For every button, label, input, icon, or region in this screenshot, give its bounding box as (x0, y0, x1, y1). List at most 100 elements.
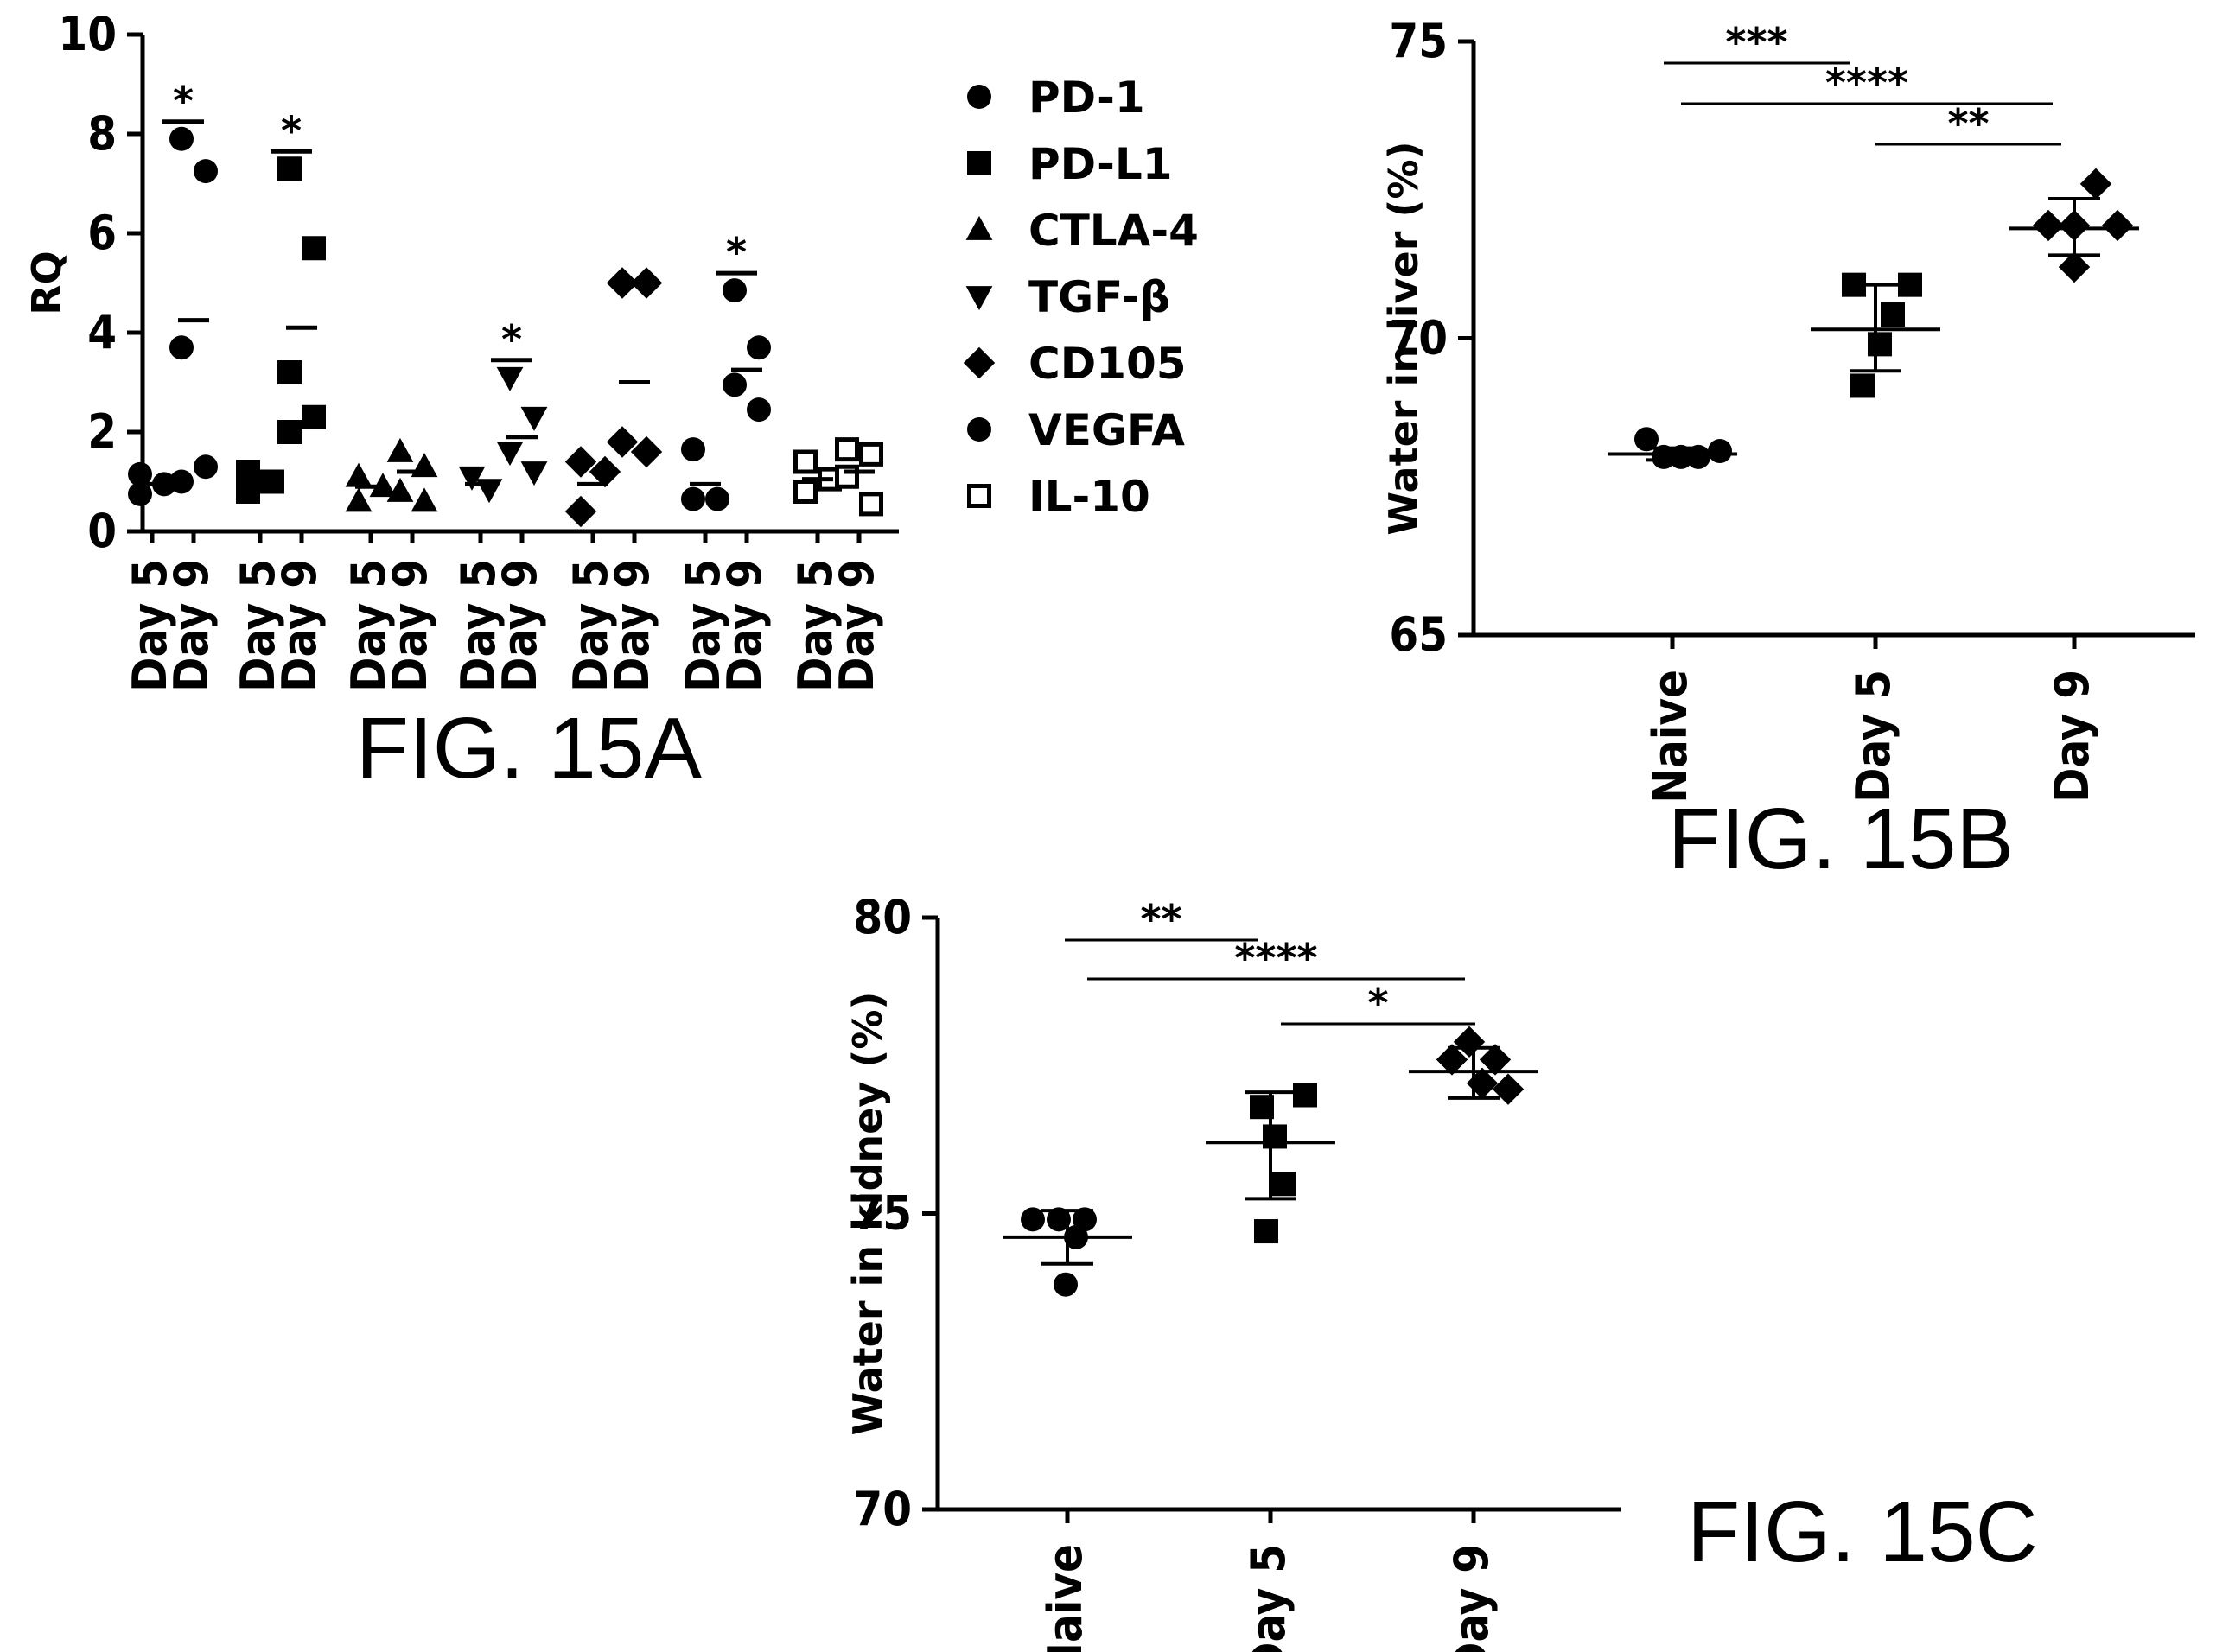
legend-label: CD105 (1028, 339, 1187, 389)
data-point (723, 278, 747, 303)
legend-marker (967, 85, 991, 109)
data-point (859, 492, 883, 517)
legend-label: TGF-β (1028, 272, 1170, 322)
data-point (793, 449, 818, 474)
y-tick-label: 80 (853, 890, 912, 944)
y-tick-label: 8 (87, 106, 117, 161)
data-point (606, 426, 639, 458)
data-point (793, 480, 818, 504)
data-point (345, 462, 373, 487)
series-day-5 (1811, 272, 1940, 398)
y-tick-label: 10 (58, 7, 117, 61)
data-point (1054, 1272, 1078, 1297)
data-point (277, 360, 302, 384)
data-point (2079, 168, 2112, 200)
significance-label: * (726, 229, 747, 276)
series-naive (1003, 1207, 1132, 1297)
significance-label: **** (1825, 60, 1908, 106)
significance-label: *** (1725, 19, 1787, 66)
x-tick-label: Day 9 (830, 559, 884, 692)
data-point (1634, 427, 1659, 452)
data-point (1686, 444, 1710, 469)
data-point (859, 442, 883, 467)
y-tick-label: 65 (1389, 607, 1448, 662)
data-point (1492, 1073, 1525, 1105)
series-naive (1608, 427, 1737, 469)
y-tick-label: 70 (1389, 311, 1448, 365)
data-point (169, 126, 194, 151)
data-point (386, 437, 414, 462)
y-axis-label: RQ (23, 251, 70, 315)
data-point (128, 461, 152, 486)
data-point (169, 335, 194, 360)
x-tick-label: Day 5 (123, 559, 177, 692)
x-tick-label: Day 9 (383, 559, 437, 692)
data-point (411, 487, 438, 512)
data-point (1293, 1083, 1317, 1108)
data-point (277, 420, 302, 444)
x-tick-label: Day 9 (2045, 670, 2099, 803)
x-tick-label: Naive (1643, 670, 1697, 804)
x-tick-label: Day 9 (717, 559, 772, 692)
x-tick-label: Day 5 (231, 559, 285, 692)
x-tick-label: Day 5 (788, 559, 843, 692)
data-point (2032, 209, 2065, 242)
y-tick-label: 4 (87, 305, 117, 359)
significance-label: **** (1234, 935, 1317, 982)
data-point (386, 477, 414, 502)
data-point (630, 267, 663, 299)
x-tick-label: Day 9 (164, 559, 219, 692)
y-tick-label: 75 (1389, 14, 1448, 68)
significance-label: ** (1140, 896, 1181, 943)
data-point (681, 486, 705, 511)
data-point (2058, 251, 2091, 283)
x-tick-label: Day 9 (1444, 1544, 1499, 1652)
data-point (681, 437, 705, 462)
data-point (723, 372, 747, 397)
data-point (458, 466, 486, 491)
data-point (345, 487, 373, 512)
legend-label: PD-L1 (1028, 139, 1172, 189)
data-point (747, 335, 771, 360)
legend-label: CTLA-4 (1028, 206, 1199, 256)
x-tick-label: Day 5 (1846, 670, 1901, 803)
series-day-9 (2009, 168, 2139, 283)
data-point (1047, 1207, 1071, 1232)
x-tick-label: Day 9 (272, 559, 327, 692)
significance-label: * (173, 78, 194, 124)
chart-15b: 65 70 75 Water in liver (%) Naive Day 5 Day 9 *… (1380, 14, 2195, 887)
data-point (1021, 1207, 1045, 1232)
data-point (496, 442, 524, 467)
figure-label: FIG. 15A (356, 700, 702, 797)
data-point (302, 404, 326, 429)
significance-label: * (501, 316, 522, 363)
data-point (1868, 332, 1892, 357)
data-point (1263, 1124, 1287, 1149)
significance-label: * (281, 107, 302, 154)
data-point (1898, 272, 1922, 297)
y-axis-label: Water in kidney (%) (844, 992, 891, 1436)
x-tick-label: Day 5 (341, 559, 396, 692)
legend-marker (963, 346, 996, 379)
data-point (835, 437, 859, 462)
data-point (747, 397, 771, 423)
y-tick-label: 0 (87, 504, 117, 558)
data-point (1271, 1172, 1296, 1197)
y-axis-label: Water in liver (%) (1380, 141, 1427, 535)
significance-label: ** (1947, 100, 1989, 147)
significance-brackets: ********* (1664, 19, 2061, 147)
figure-label: FIG. 15C (1687, 1484, 2038, 1580)
data-point (606, 267, 639, 299)
legend: PD-1 PD-L1 CTLA-4 TGF-β CD105 VEGFA IL-10 (963, 73, 1199, 522)
x-tick-label: Day 9 (493, 559, 547, 692)
x-tick-label: Day 9 (605, 559, 659, 692)
data-point (589, 455, 621, 488)
series-day-9 (1409, 1026, 1538, 1105)
y-tick-label: 75 (853, 1186, 912, 1241)
